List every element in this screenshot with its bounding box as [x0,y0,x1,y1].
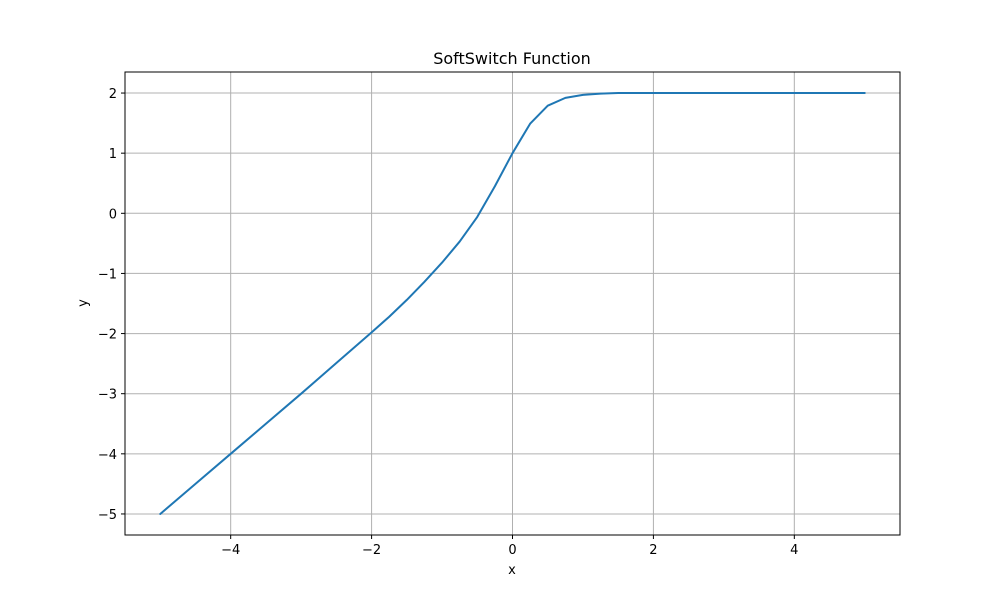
y-tick-label: 1 [109,147,117,162]
x-axis-label: x [508,563,516,578]
x-tick-label: 0 [508,543,516,558]
y-tick-label: 2 [109,87,117,102]
y-axis-label: y [76,299,91,307]
y-tick-label: −1 [98,267,117,282]
grid-layer [125,72,900,535]
y-tick-label: −2 [98,328,117,343]
tick-layer: −4 −2 0 2 4 2 1 0 −1 −2 −3 −4 −5 [98,87,799,558]
x-tick-label: −4 [221,543,240,558]
series-line [159,92,866,515]
y-tick-label: −5 [98,508,117,523]
chart-title: SoftSwitch Function [433,49,591,68]
x-tick-label: 2 [649,543,657,558]
y-tick-label: −4 [98,448,117,463]
x-tick-label: −2 [362,543,381,558]
series-layer [159,92,866,515]
y-tick-label: −3 [98,388,117,403]
x-tick-label: 4 [790,543,798,558]
y-tick-label: 0 [109,207,117,222]
